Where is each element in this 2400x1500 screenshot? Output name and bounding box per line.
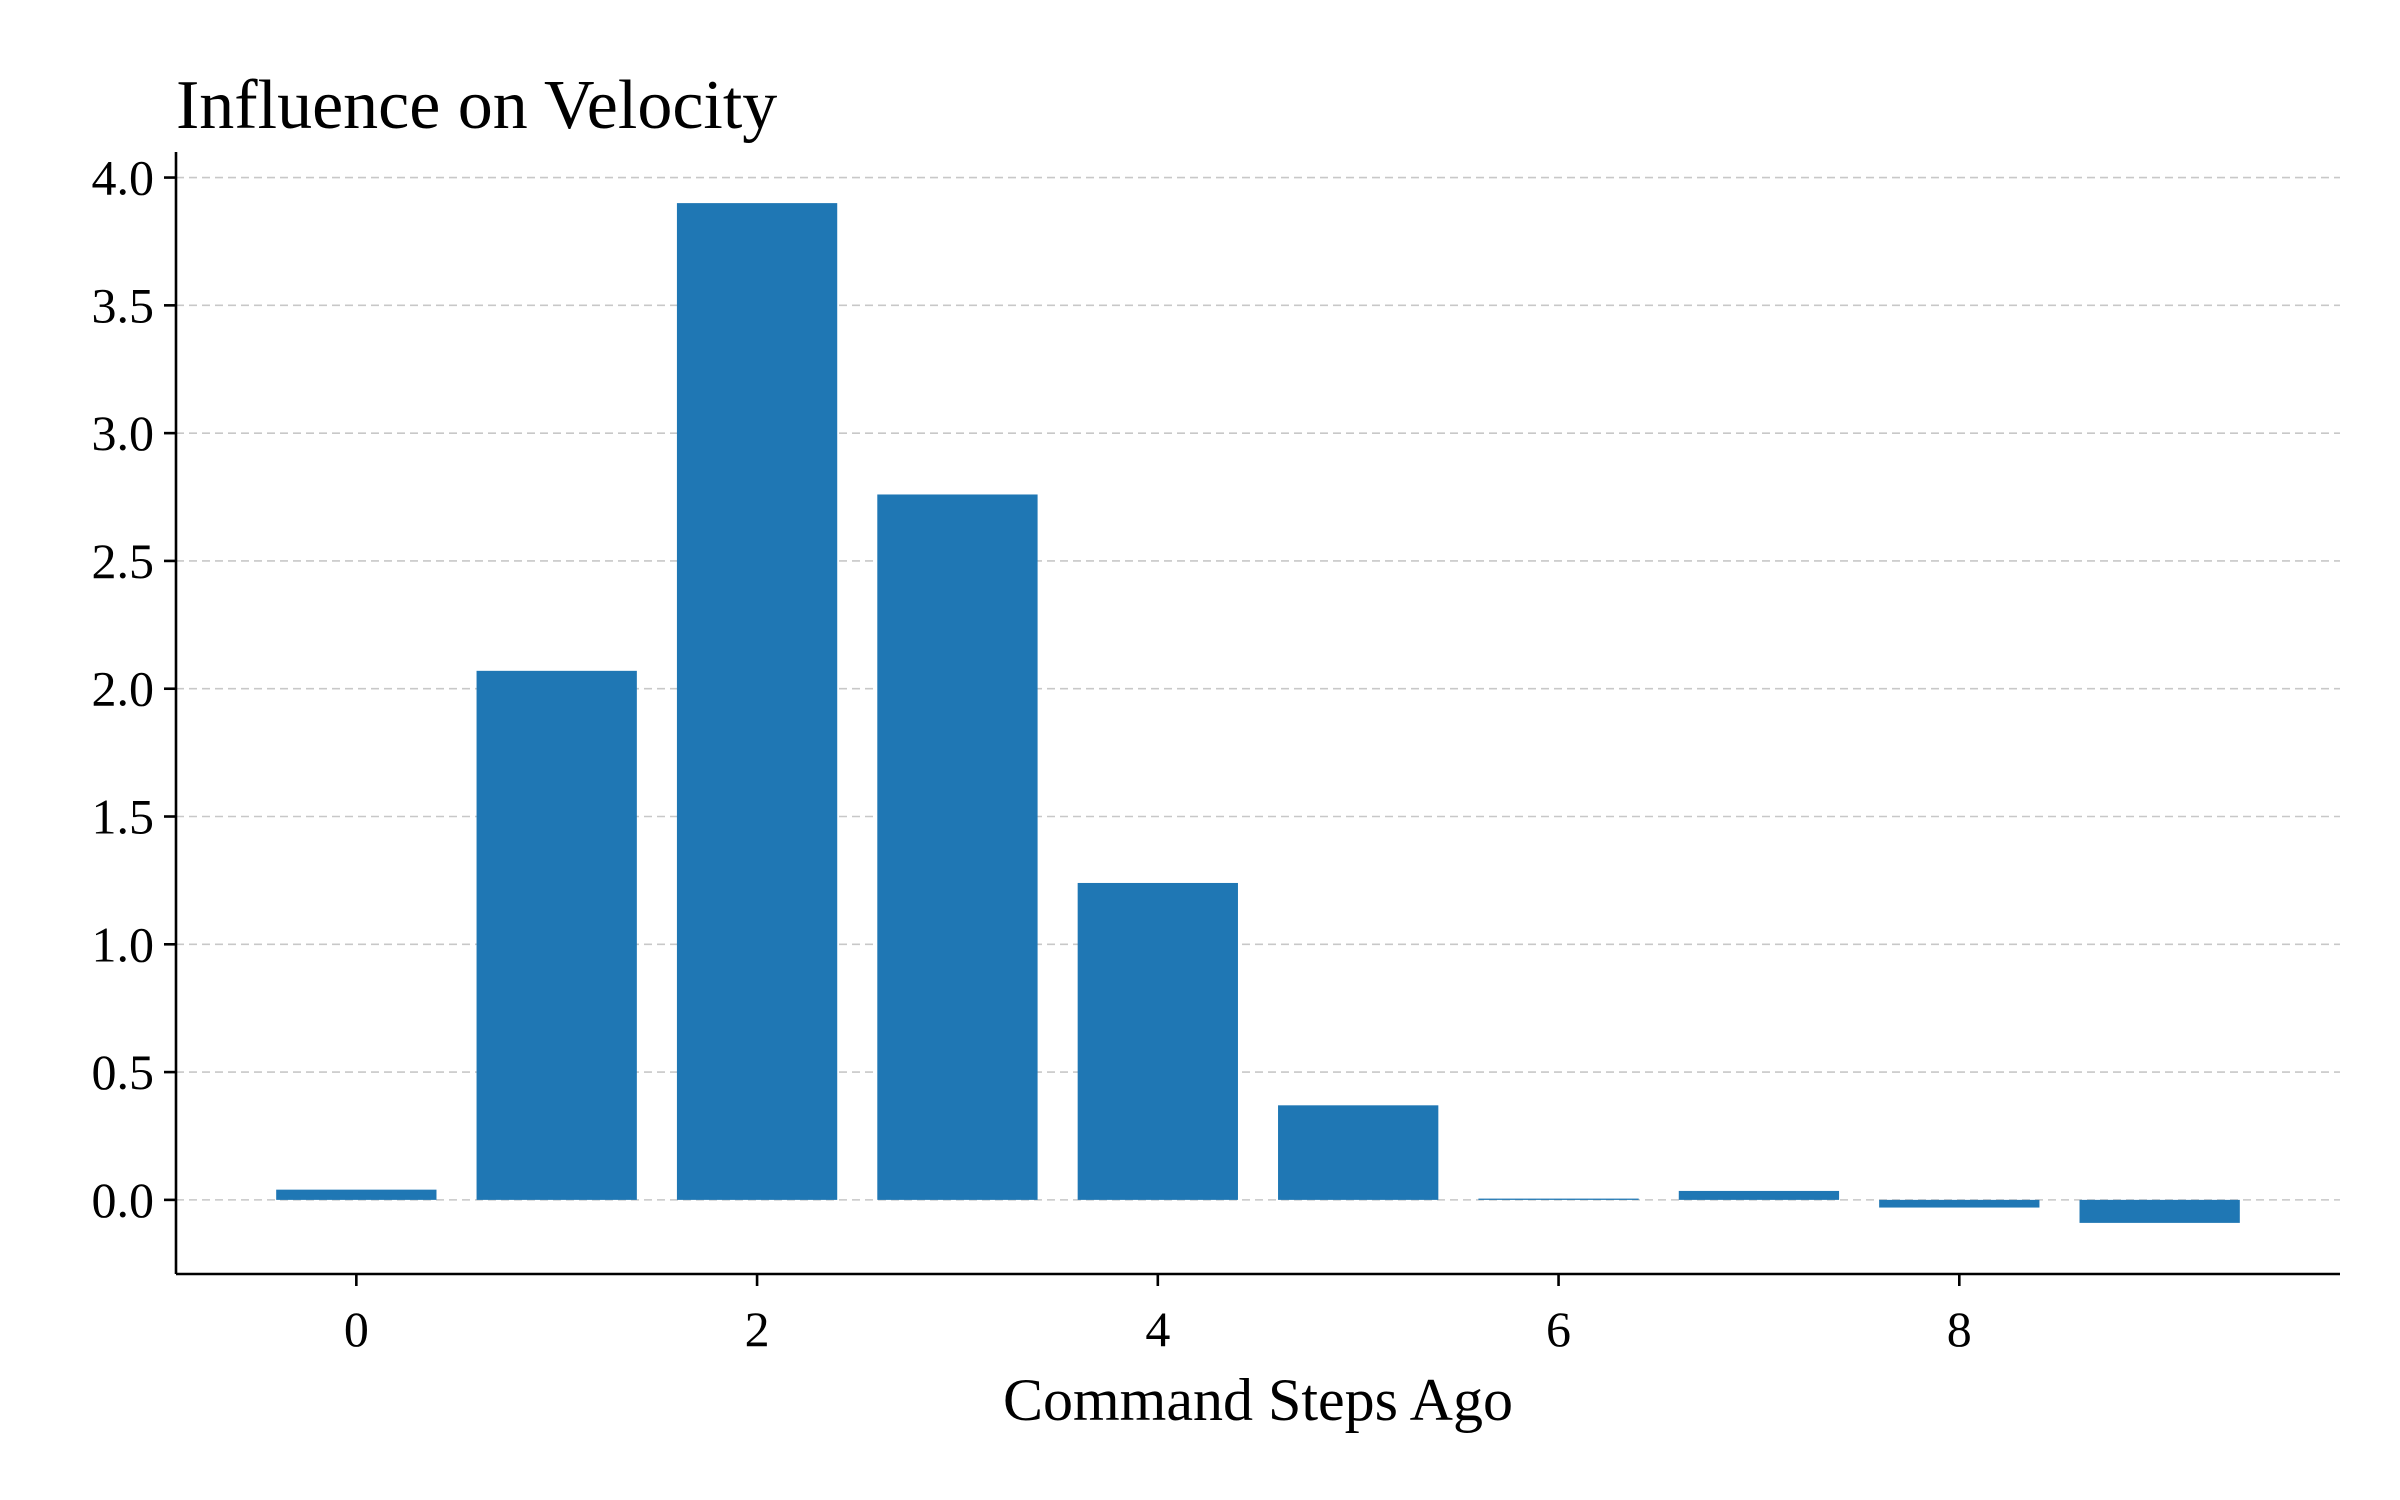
bar-5 (1278, 1105, 1439, 1200)
x-tick-label-1: 2 (745, 1301, 770, 1357)
bar-1 (476, 670, 637, 1200)
axes (174, 152, 2340, 1276)
bar-9 (2079, 1199, 2240, 1223)
bar-4 (1077, 882, 1238, 1200)
x-axis-title: Command Steps Ago (1003, 1367, 1513, 1433)
bar-6 (1478, 1198, 1639, 1200)
grid-lines (176, 176, 2340, 1201)
x-tick-label-3: 6 (1546, 1301, 1571, 1357)
y-tick-label-5: 2.5 (92, 533, 155, 589)
y-tick-label-3: 1.5 (92, 789, 155, 845)
bar-0 (276, 1189, 437, 1200)
x-tick-label-0: 0 (344, 1301, 369, 1357)
bar-2 (676, 203, 838, 1200)
chart-title: Influence on Velocity (176, 67, 777, 144)
y-tick-label-8: 4.0 (92, 150, 155, 206)
bars (276, 203, 2240, 1223)
ticks: 0.0 0.5 1.0 1.5 2.0 2.5 3.0 3.5 4.0 0 2 4 6 8 (92, 150, 1972, 1357)
bar-3 (877, 494, 1038, 1200)
bar-7 (1678, 1190, 1840, 1200)
x-tick-label-4: 8 (1947, 1301, 1972, 1357)
y-tick-label-7: 3.5 (92, 277, 155, 333)
y-tick-label-1: 0.5 (92, 1044, 155, 1100)
bar-8 (1879, 1199, 2040, 1208)
y-tick-label-2: 1.0 (92, 916, 155, 972)
y-tick-label-6: 3.0 (92, 405, 155, 461)
y-tick-label-0: 0.0 (92, 1172, 155, 1228)
x-tick-label-2: 4 (1145, 1301, 1170, 1357)
y-tick-label-4: 2.0 (92, 661, 155, 717)
